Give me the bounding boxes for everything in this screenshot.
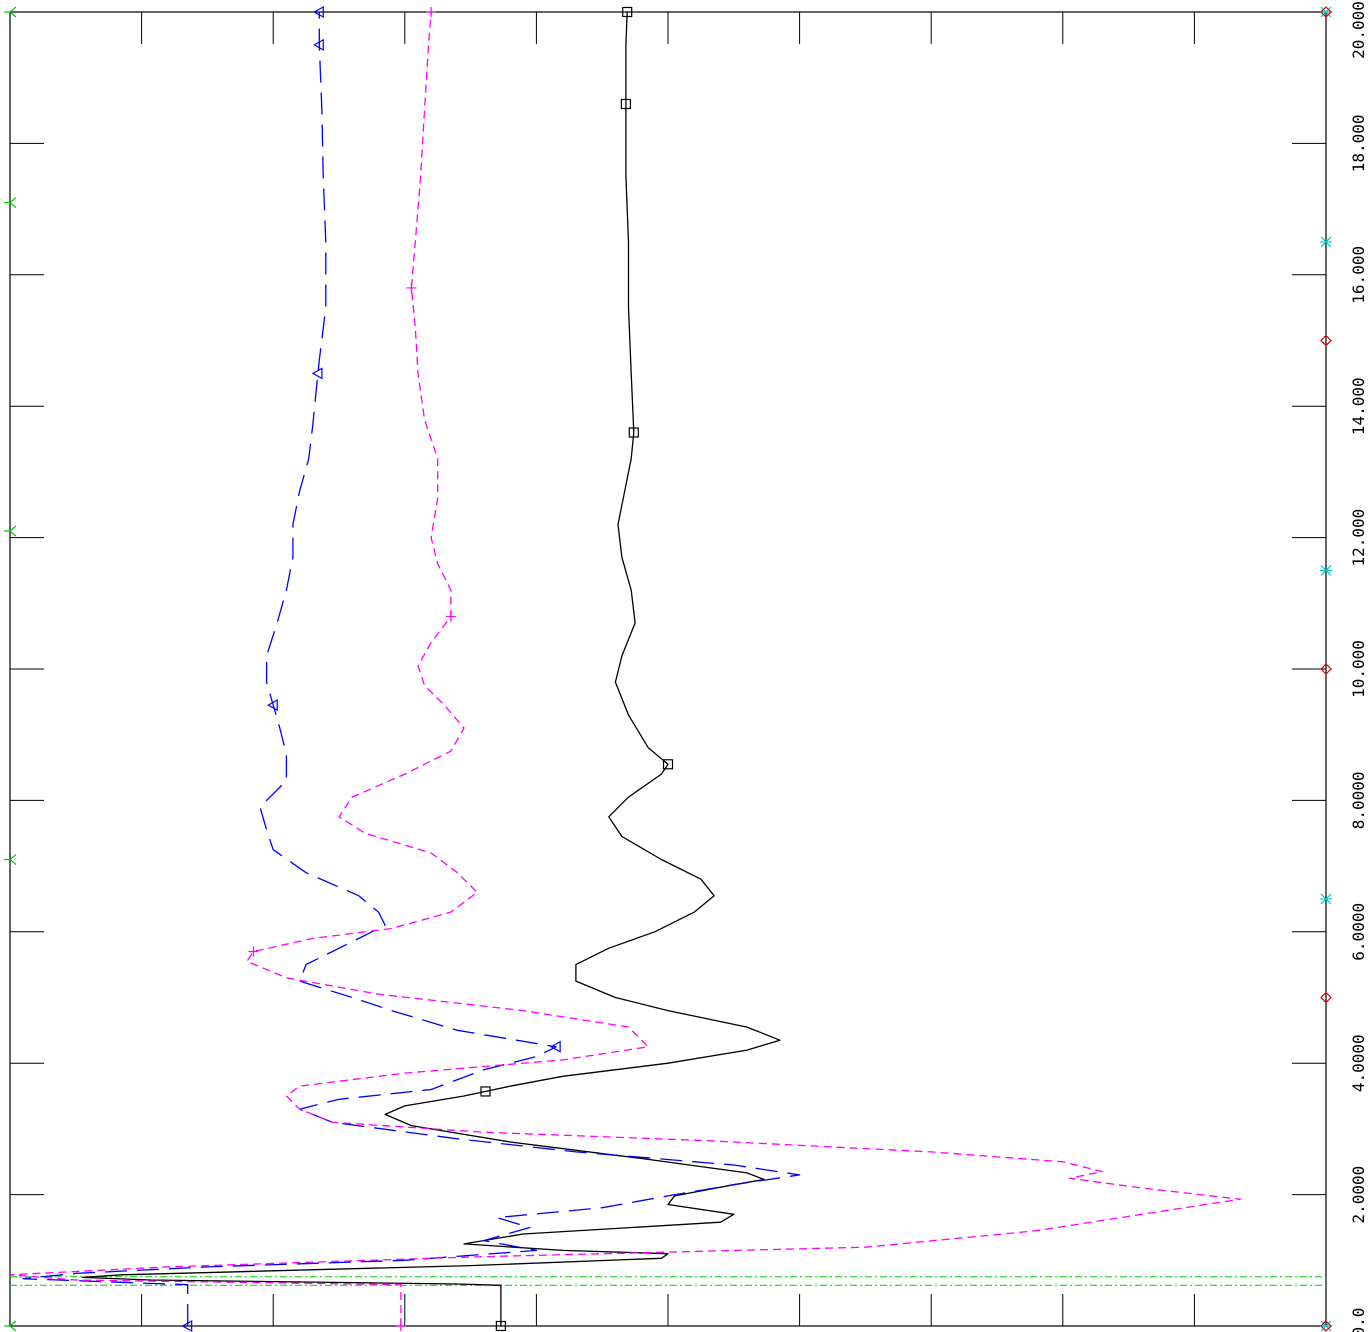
series-marker xyxy=(628,427,639,438)
x-tick-label: 16.000 xyxy=(1349,246,1368,304)
series-marker xyxy=(445,611,456,622)
series-marker xyxy=(313,38,324,51)
x-tick-label: 14.000 xyxy=(1349,377,1368,435)
x-tick-label: 18.000 xyxy=(1349,115,1368,173)
edge-marker-left xyxy=(4,1320,17,1332)
edge-marker-right-cyan xyxy=(1320,893,1332,905)
x-tick-label: 12.000 xyxy=(1349,509,1368,567)
series-marker xyxy=(549,1040,561,1053)
series-line-1 xyxy=(81,11,781,1326)
edge-marker-right-cyan xyxy=(1320,6,1332,18)
series-marker xyxy=(266,699,278,712)
axis-ticks: 0.0 2.0000 4.0000 6.0000 8.0000 10.000 12.000 1… xyxy=(10,1,1368,1332)
x-tick-label: 6.0000 xyxy=(1349,903,1368,961)
series-marker xyxy=(311,367,323,380)
edge-marker-right-cyan xyxy=(1320,565,1332,576)
edge-marker-right-red xyxy=(1320,1320,1332,1332)
series-line-3 xyxy=(9,11,1242,1326)
x-tick-label: 20.000 xyxy=(1349,1,1368,59)
x-tick-label: 10.000 xyxy=(1349,640,1368,698)
series-marker xyxy=(395,1321,406,1331)
series-marker xyxy=(426,7,437,17)
edge-marker-right-red xyxy=(1320,6,1332,18)
x-tick-label: 4.0000 xyxy=(1349,1034,1368,1092)
plot-frame xyxy=(9,11,1327,1327)
series-marker xyxy=(406,282,417,293)
series-marker xyxy=(662,759,674,770)
series-group xyxy=(9,5,1242,1332)
edge-markers xyxy=(4,6,1332,1332)
reference-lines xyxy=(10,1276,1326,1286)
edge-marker-right-red xyxy=(1320,663,1332,675)
edge-marker-left xyxy=(4,197,17,208)
edge-marker-right-red xyxy=(1320,991,1332,1004)
x-tick-label: 8.0000 xyxy=(1349,772,1368,830)
series-marker xyxy=(480,1086,491,1097)
edge-marker-left xyxy=(4,854,17,865)
edge-marker-right-cyan xyxy=(1320,236,1332,248)
x-tick-label: 2.0000 xyxy=(1349,1166,1368,1224)
edge-marker-left xyxy=(4,525,17,537)
edge-marker-right-cyan xyxy=(1320,1320,1332,1332)
series-marker xyxy=(495,1320,506,1332)
x-tick-label: 0.0 xyxy=(1349,1308,1368,1332)
series-marker xyxy=(181,1319,193,1332)
series-marker xyxy=(620,98,631,110)
series-line-2 xyxy=(22,12,801,1326)
edge-marker-right-red xyxy=(1320,334,1332,347)
series-marker xyxy=(248,946,259,957)
series-marker xyxy=(622,6,633,18)
series-marker xyxy=(313,5,324,19)
edge-marker-left xyxy=(4,6,17,18)
